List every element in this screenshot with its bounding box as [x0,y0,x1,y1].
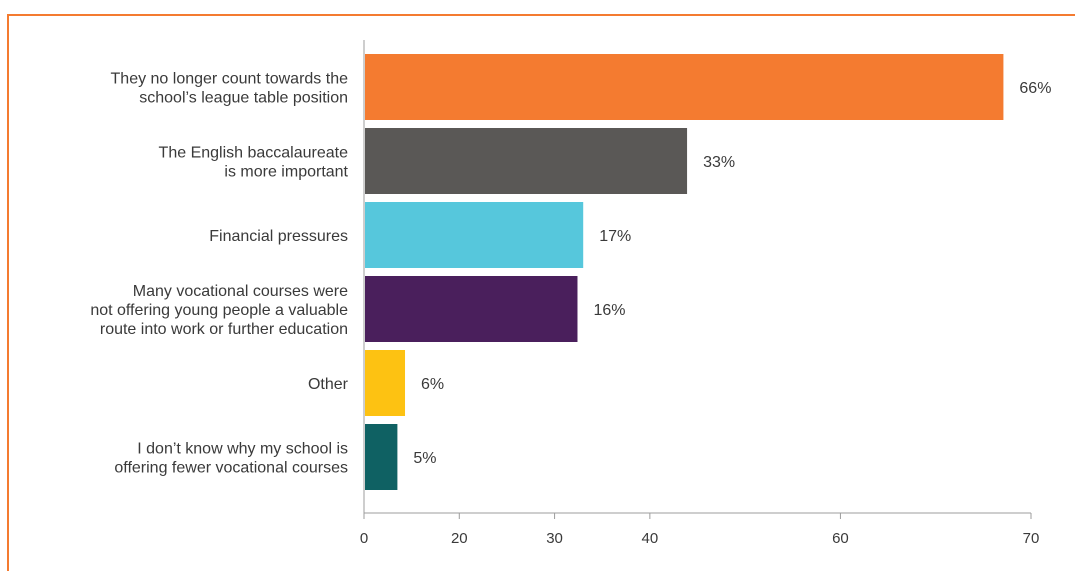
value-label: 16% [593,302,625,319]
bar [365,276,578,342]
category-label: is more important [224,164,348,181]
category-label: Financial pressures [209,228,348,245]
category-label: I don’t know why my school is [137,441,348,458]
frame-left-border [7,14,9,571]
value-label: 66% [1019,80,1051,97]
category-label: They no longer count towards the [111,71,349,88]
bar [365,350,406,416]
value-label: 17% [599,228,631,245]
x-tick-label: 40 [642,530,659,547]
axes: 0 20 30 40 60 70 [360,40,1040,547]
category-label: offering fewer vocational courses [114,460,348,477]
bar [365,424,398,490]
frame-top-border [7,14,1075,16]
x-tick-label: 30 [546,530,563,547]
x-tick-label: 60 [832,530,849,547]
x-tick-label: 0 [360,530,368,547]
value-label: 33% [703,154,735,171]
value-label: 5% [413,450,436,467]
x-tick-label: 20 [451,530,468,547]
bar [365,202,584,268]
category-label: The English baccalaureate [159,145,349,162]
category-label: route into work or further education [100,321,348,338]
category-label: Many vocational courses were [133,283,348,300]
value-labels: 66% 33% 17% 16% 6% 5% [413,80,1051,467]
category-label: not offering young people a valuable [90,302,348,319]
category-label: Other [308,376,349,393]
bars-layer [365,54,1004,490]
category-label: school’s league table position [139,90,348,107]
bar [365,128,688,194]
value-label: 6% [421,376,444,393]
x-tick-label: 70 [1023,530,1040,547]
category-labels: They no longer count towards the school’s… [90,71,348,477]
bar [365,54,1004,120]
